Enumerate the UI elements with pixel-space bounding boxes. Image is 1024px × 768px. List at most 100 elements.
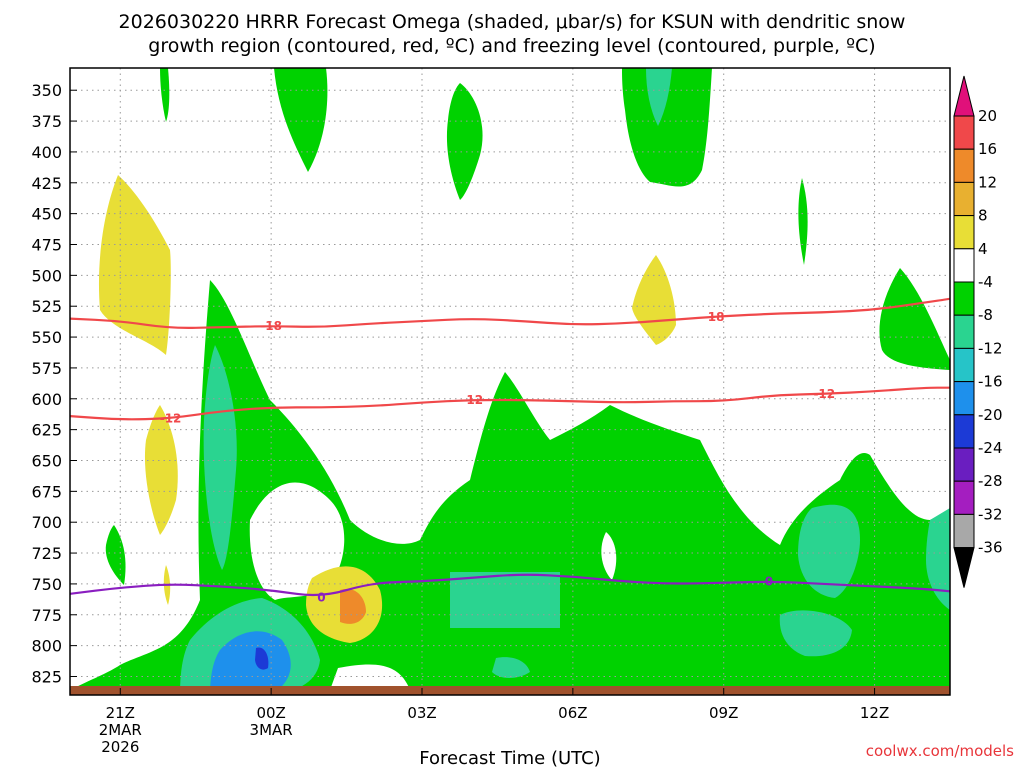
x-tick-label: 3MAR [250, 721, 293, 739]
colorbar-tick-label: -16 [978, 373, 1003, 391]
omega-region-negative [879, 268, 950, 370]
y-tick-label: 575 [31, 359, 62, 378]
colorbar-band [953, 248, 975, 283]
x-axis-label: Forecast Time (UTC) [419, 748, 600, 768]
y-tick-label: 400 [31, 143, 62, 162]
y-tick-label: 700 [31, 513, 62, 532]
x-tick-label: 2026 [101, 738, 139, 756]
omega-region-negative [779, 610, 852, 657]
contour-label: -12 [160, 412, 182, 426]
omega-region-neutral [249, 482, 345, 600]
x-tick-label: 00Z [256, 704, 285, 722]
colorbar-tick-label: 4 [978, 240, 988, 258]
y-tick-label: 650 [31, 451, 62, 470]
y-tick-label: 525 [31, 297, 62, 316]
y-tick-label: 750 [31, 575, 62, 594]
contour-dgz_upper_-18C [70, 297, 950, 329]
omega-region-negative [798, 504, 860, 598]
y-tick-label: 725 [31, 544, 62, 563]
y-tick-label: 625 [31, 421, 62, 440]
colorbar-tick-label: 20 [978, 107, 997, 125]
colorbar-band [953, 447, 975, 482]
chart-title-line-2: growth region (contoured, red, ºC) and f… [148, 35, 875, 57]
y-tick-label: 775 [31, 606, 62, 625]
colorbar-tick-label: -36 [978, 539, 1003, 557]
colorbar-tick-label: 16 [978, 140, 997, 158]
omega-region-positive [98, 175, 171, 355]
colorbar-tick-label: -24 [978, 439, 1003, 457]
y-tick-label: 675 [31, 482, 62, 501]
y-axis: 350 375 400 425 450 475 500 525 550 575 600 625 650 6… [31, 81, 77, 686]
colorbar-band [953, 148, 975, 183]
credit-link[interactable]: coolwx.com/models [866, 742, 1014, 760]
omega-region-neutral [330, 664, 410, 690]
colorbar-band [953, 480, 975, 515]
colorbar-tick-label: -32 [978, 505, 1003, 523]
y-tick-label: 425 [31, 174, 62, 193]
x-tick-label: 03Z [407, 704, 436, 722]
plot-area: -18 -18 -12 -12 -12 0 0 [70, 68, 950, 695]
contour-freezing_level_0C [70, 573, 950, 597]
omega-region-positive [144, 405, 178, 535]
x-tick-label: 2MAR [99, 721, 142, 739]
y-tick-label: 475 [31, 235, 62, 254]
colorbar-max-arrow [953, 75, 975, 117]
contour-label: -12 [461, 393, 483, 407]
y-tick-label: 550 [31, 328, 62, 347]
colorbar-tick-label: 8 [978, 207, 988, 225]
contour-lines: -18 -18 -12 -12 -12 0 0 [70, 297, 950, 604]
contour-label: 0 [765, 575, 773, 589]
colorbar-band [953, 381, 975, 416]
colorbar: 20 16 12 8 4 -4 -8 -12 -16 -20 -24 -28 -32 -36 [953, 75, 1003, 588]
omega-region-negative [926, 508, 950, 610]
omega-region-negative [646, 68, 672, 126]
omega-region-negative [622, 68, 712, 187]
colorbar-tick-label: -20 [978, 406, 1003, 424]
x-tick-label: 06Z [558, 704, 587, 722]
omega-region-negative [798, 178, 808, 265]
contour-label: -18 [260, 319, 282, 333]
x-tick-label: 09Z [709, 704, 738, 722]
colorbar-band [953, 181, 975, 217]
omega-region-negative [160, 68, 170, 122]
omega-region-negative [450, 572, 560, 628]
y-tick-label: 500 [31, 266, 62, 285]
colorbar-band [953, 314, 975, 349]
colorbar-tick-label: 12 [978, 173, 997, 191]
omega-region-negative [255, 647, 269, 670]
colorbar-min-arrow [953, 547, 975, 588]
y-tick-label: 375 [31, 112, 62, 131]
colorbar-band [953, 115, 975, 150]
y-tick-label: 800 [31, 637, 62, 656]
y-tick-label: 350 [31, 81, 62, 100]
colorbar-tick-label: -4 [978, 273, 993, 291]
x-tick-label: 12Z [860, 704, 889, 722]
colorbar-band [953, 215, 975, 250]
plot-frame [69, 67, 951, 696]
contour-label: -12 [813, 387, 835, 401]
colorbar-tick-label: -8 [978, 306, 993, 324]
terrain-strip [70, 686, 950, 695]
contour-dgz_lower_-12C [70, 386, 950, 421]
omega-region-neutral [601, 532, 617, 580]
colorbar-tick-label: -12 [978, 339, 1003, 357]
contour-label: 0 [317, 590, 325, 604]
colorbar-band [953, 281, 975, 316]
y-tick-label: 450 [31, 205, 62, 224]
y-tick-label: 825 [31, 667, 62, 686]
colorbar-band [953, 347, 975, 383]
colorbar-band [953, 414, 975, 449]
y-tick-label: 600 [31, 390, 62, 409]
omega-region-negative [210, 631, 291, 695]
chart-title-line-1: 2026030220 HRRR Forecast Omega (shaded, … [119, 11, 906, 33]
omega-region-negative [446, 83, 483, 200]
colorbar-tick-label: -28 [978, 472, 1003, 490]
x-tick-label: 21Z [106, 704, 135, 722]
colorbar-band [953, 513, 975, 549]
omega-region-negative [274, 68, 328, 172]
omega-shading [70, 68, 950, 695]
omega-region-positive [340, 588, 366, 624]
omega-region-negative [492, 657, 530, 678]
